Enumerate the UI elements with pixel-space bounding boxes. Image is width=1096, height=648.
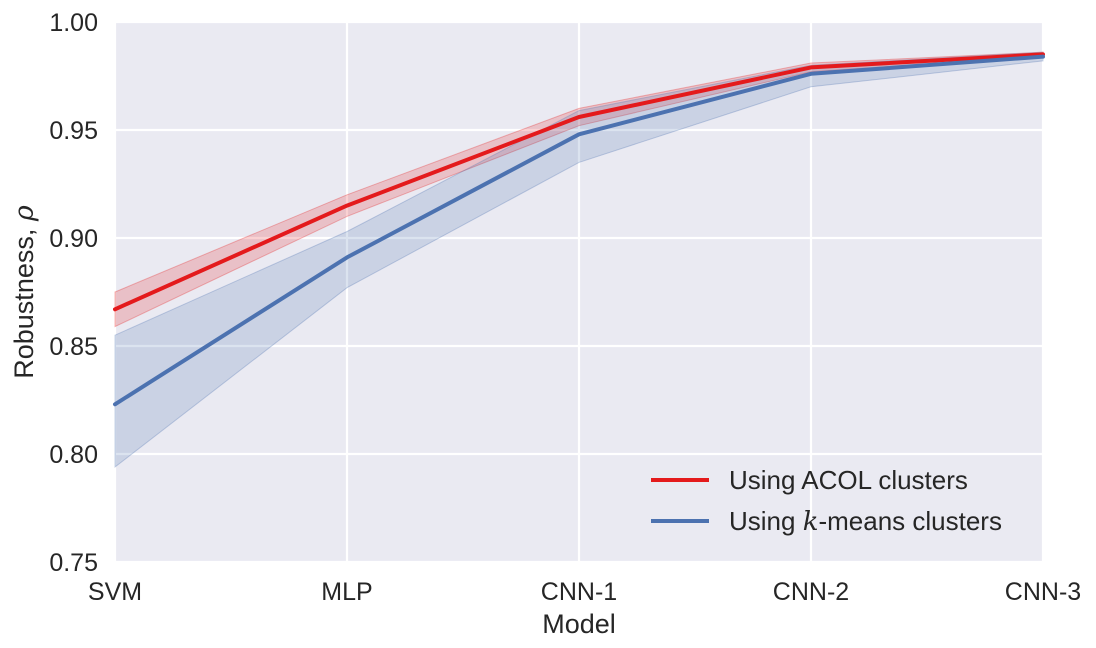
x-tick-label: MLP	[321, 578, 372, 606]
y-tick-label: 0.75	[49, 549, 98, 577]
series-lines	[113, 52, 1045, 407]
x-tick-label: SVM	[88, 578, 142, 606]
y-tick-label: 0.90	[49, 225, 98, 253]
x-tick-label: CNN-1	[541, 578, 617, 606]
grid-lines	[113, 20, 1045, 564]
x-tick-label: CNN-3	[1005, 578, 1081, 606]
legend-label-kmeans-k: k	[803, 507, 819, 537]
x-axis-ticks: SVM MLP CNN-1 CNN-2 CNN-3	[88, 578, 1081, 606]
y-axis-label-text: Robustness,	[9, 221, 39, 379]
y-axis-label-symbol: ρ	[9, 205, 40, 222]
legend-label-acol: Using ACOL clusters	[729, 465, 968, 495]
legend-label-kmeans-prefix: Using	[729, 506, 803, 536]
y-tick-label: 0.80	[49, 441, 98, 469]
y-tick-label: 0.85	[49, 333, 98, 361]
x-axis-label: Model	[542, 609, 616, 639]
legend-label-kmeans-suffix: -means clusters	[818, 506, 1002, 536]
x-tick-label: CNN-2	[773, 578, 849, 606]
y-axis-ticks: 0.75 0.80 0.85 0.90 0.95 1.00	[49, 9, 98, 577]
y-tick-label: 1.00	[49, 9, 98, 37]
legend-label-acol-text: Using ACOL clusters	[729, 465, 968, 495]
legend-label-kmeans: Using k-means clusters	[729, 506, 1002, 537]
legend: Using ACOL clusters Using k-means cluste…	[651, 465, 1002, 537]
y-axis-label: Robustness, ρ	[9, 205, 40, 379]
y-tick-label: 0.95	[49, 117, 98, 145]
